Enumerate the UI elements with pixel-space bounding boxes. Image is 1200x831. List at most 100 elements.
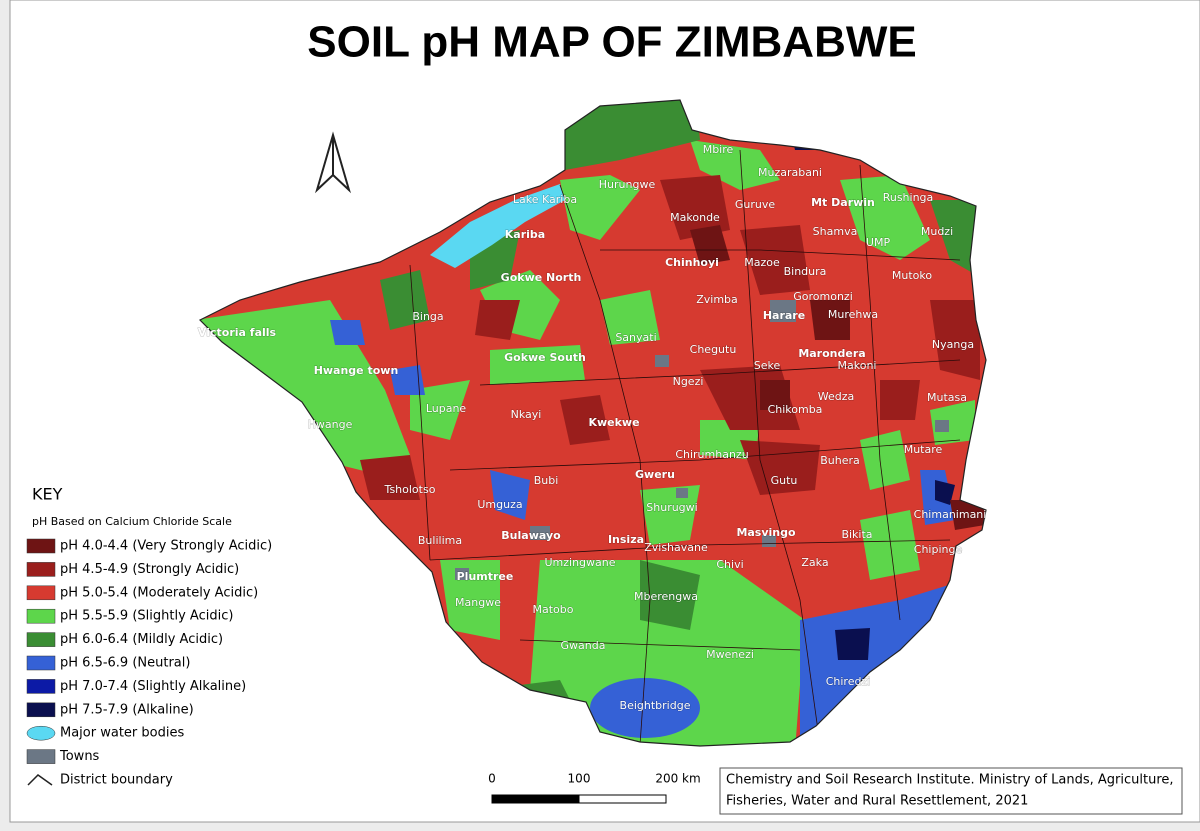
district-label: Shamva — [813, 225, 858, 238]
district-label: Muzarabani — [758, 166, 822, 179]
district-label: Kariba — [505, 228, 545, 241]
legend-swatch — [26, 702, 56, 718]
legend-label: pH 4.0-4.4 (Very Strongly Acidic) — [60, 539, 272, 554]
district-label: Seke — [754, 359, 781, 372]
district-label: Mberengwa — [634, 590, 698, 603]
district-label: Chinhoyi — [665, 256, 719, 269]
legend-swatch — [26, 632, 56, 647]
legend-label: pH 7.5-7.9 (Alkaline) — [60, 702, 194, 717]
legend-label: District boundary — [60, 773, 173, 788]
district-label: Gweru — [635, 468, 675, 481]
district-label: Chikomba — [768, 403, 823, 416]
district-label: Lupane — [426, 402, 467, 415]
district-label: Gokwe North — [501, 271, 582, 284]
legend-swatch — [26, 585, 56, 601]
district-label: Binga — [412, 310, 443, 323]
district-label: Bikita — [841, 528, 872, 541]
legend-swatch — [26, 608, 56, 624]
district-label: Gutu — [771, 474, 798, 487]
district-label: Umguza — [477, 498, 522, 511]
district-label: Chimanimani — [914, 508, 987, 521]
legend-heading: KEY — [32, 485, 63, 504]
district-label: Buhera — [820, 454, 860, 467]
district-label: Masvingo — [736, 526, 796, 539]
district-label: Gwanda — [561, 639, 606, 652]
district-label: Hwange — [308, 418, 353, 431]
district-label: Mbire — [703, 143, 734, 156]
district-label: Mutare — [904, 443, 943, 456]
district-label: Plumtree — [457, 570, 514, 583]
district-label: Tsholotso — [384, 483, 436, 496]
district-label: Bubi — [534, 474, 559, 487]
scale-label: 100 — [568, 772, 591, 786]
district-label: Harare — [763, 309, 805, 322]
district-label: Chegutu — [690, 343, 737, 356]
legend-label: pH 4.5-4.9 (Strongly Acidic) — [60, 562, 239, 577]
district-label: Bulilima — [418, 534, 462, 547]
district-label: Hwange town — [314, 364, 399, 377]
district-label: Mwenezi — [706, 648, 754, 661]
north-arrow — [315, 131, 351, 194]
district-label: Victoria falls — [198, 326, 277, 339]
legend-subheading: pH Based on Calcium Chloride Scale — [32, 515, 232, 528]
legend-swatch — [26, 538, 56, 554]
legend-label: pH 5.0-5.4 (Moderately Acidic) — [60, 585, 258, 600]
legend-label: pH 7.0-7.4 (Slightly Alkaline) — [60, 679, 246, 694]
district-label: Mazoe — [744, 256, 780, 269]
district-label: Mt Darwin — [811, 196, 875, 209]
district-label: Rushinga — [883, 191, 934, 204]
district-labels: Mbire Muzarabani Hurungwe Guruve Mt Darw… — [197, 143, 987, 713]
scale-label: 0 — [488, 772, 496, 786]
legend: KEY pH Based on Calcium Chloride Scale p… — [26, 485, 272, 788]
district-label: Ngezi — [673, 375, 704, 388]
district-label: Murehwa — [828, 308, 878, 321]
district-label: Lake Kariba — [513, 193, 577, 206]
district-label: Wedza — [818, 390, 855, 403]
legend-label: Major water bodies — [60, 726, 184, 741]
credit-line: Chemistry and Soil Research Institute. M… — [726, 773, 1174, 788]
district-label: Sanyati — [615, 331, 656, 344]
district-label: Marondera — [798, 347, 865, 360]
district-label: Makoni — [838, 359, 877, 372]
legend-swatch — [27, 774, 53, 786]
legend-label: pH 6.0-6.4 (Mildly Acidic) — [60, 632, 223, 647]
legend-swatch — [26, 655, 56, 671]
legend-swatch — [26, 749, 56, 764]
district-label: Chivi — [716, 558, 743, 571]
legend-label: Towns — [59, 749, 100, 764]
district-label: Chiredzi — [826, 675, 871, 688]
district-label: Nyanga — [932, 338, 974, 351]
legend-label: pH 6.5-6.9 (Neutral) — [60, 656, 190, 671]
district-label: Guruve — [735, 198, 775, 211]
district-label: Zaka — [801, 556, 828, 569]
district-label: Shurugwi — [646, 501, 697, 514]
legend-swatch — [26, 562, 56, 577]
scale-bar: 0 100 200 km — [488, 772, 701, 804]
district-label: Bindura — [784, 265, 827, 278]
legend-swatch — [26, 725, 56, 741]
district-label: Gokwe South — [504, 351, 586, 364]
district-label: Hurungwe — [599, 178, 656, 191]
legend-swatch — [26, 679, 56, 694]
scale-label: 200 km — [655, 772, 700, 786]
soil-map — [200, 100, 986, 746]
district-label: Insiza — [608, 533, 644, 546]
district-label: Chirumhanzu — [675, 448, 748, 461]
district-label: Goromonzi — [793, 290, 853, 303]
district-label: Umzingwane — [544, 556, 615, 569]
district-label: Chipinge — [914, 543, 963, 556]
credit-box: Chemistry and Soil Research Institute. M… — [719, 767, 1183, 815]
district-label: Mutasa — [927, 391, 967, 404]
credit-line: Fisheries, Water and Rural Resettlement,… — [726, 794, 1028, 809]
district-label: Matobo — [533, 603, 574, 616]
district-label: Zvimba — [696, 293, 738, 306]
district-label: Bulawayo — [501, 529, 561, 542]
district-label: Kwekwe — [588, 416, 639, 429]
legend-label: pH 5.5-5.9 (Slightly Acidic) — [60, 609, 233, 624]
district-label: Mangwe — [455, 596, 501, 609]
district-label: UMP — [866, 236, 891, 249]
district-label: Zvishavane — [644, 541, 708, 554]
district-label: Mutoko — [892, 269, 932, 282]
map-title: SOIL pH MAP OF ZIMBABWE — [307, 18, 916, 67]
